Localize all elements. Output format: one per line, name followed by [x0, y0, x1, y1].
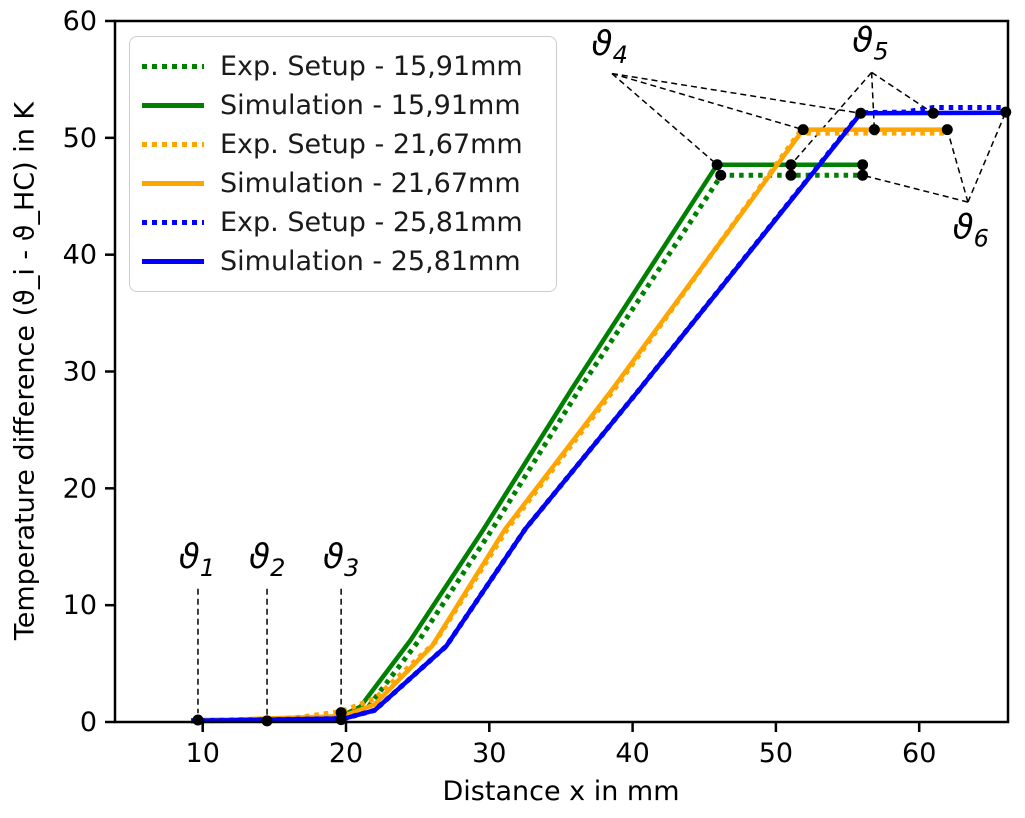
data-point-marker — [857, 159, 869, 171]
x-tick-label: 50 — [759, 738, 793, 769]
legend-item-5: Simulation - 25,81mm — [142, 242, 544, 281]
annotation-connector — [611, 72, 861, 115]
legend: Exp. Setup - 15,91mm Simulation - 15,91mm… — [129, 36, 557, 292]
legend-label: Exp. Setup - 15,91mm — [220, 51, 523, 82]
data-point-marker — [855, 107, 867, 119]
annotation-label: ϑ6 — [953, 207, 989, 252]
x-tick-label: 60 — [902, 738, 936, 769]
data-point-marker — [868, 124, 880, 136]
annotation-connector — [790, 71, 873, 166]
data-point-marker — [711, 159, 723, 171]
data-point-marker — [335, 714, 347, 726]
annotation-label: ϑ4 — [592, 24, 628, 69]
annotation-connector — [946, 129, 969, 203]
legend-item-3: Simulation - 21,67mm — [142, 164, 544, 203]
y-tick-label: 60 — [63, 6, 97, 37]
data-point-marker — [857, 169, 869, 181]
x-tick-label: 20 — [329, 738, 363, 769]
legend-line-sample — [142, 64, 204, 69]
legend-item-0: Exp. Setup - 15,91mm — [142, 47, 544, 86]
legend-line-sample — [142, 103, 204, 108]
series-line-5 — [191, 110, 1006, 724]
annotation-connector — [862, 174, 969, 203]
data-point-marker — [797, 124, 809, 136]
y-tick-label: 0 — [80, 707, 97, 738]
annotation-connector — [967, 111, 1007, 203]
data-point-marker — [192, 714, 204, 726]
annotation-connector — [870, 72, 876, 130]
data-point-marker — [715, 169, 727, 181]
legend-item-4: Exp. Setup - 25,81mm — [142, 203, 544, 242]
y-tick-label: 20 — [63, 473, 97, 504]
legend-line-sample — [142, 259, 204, 264]
annotation-connector — [611, 72, 804, 131]
series-line-3 — [191, 127, 948, 724]
legend-item-2: Exp. Setup - 21,67mm — [142, 125, 544, 164]
legend-line-sample — [142, 142, 204, 147]
data-point-marker — [927, 107, 939, 119]
legend-item-1: Simulation - 15,91mm — [142, 86, 544, 125]
legend-label: Simulation - 25,81mm — [220, 246, 521, 277]
y-axis-label: Temperature difference (ϑ_i - ϑ_HC) in K — [9, 101, 41, 641]
y-tick-label: 30 — [63, 357, 97, 388]
x-axis-label: Distance x in mm — [442, 776, 680, 807]
x-tick-label: 10 — [186, 738, 220, 769]
legend-label: Exp. Setup - 21,67mm — [220, 129, 523, 160]
data-point-marker — [261, 715, 273, 727]
annotation-connector — [871, 71, 934, 114]
legend-label: Simulation - 15,91mm — [220, 90, 521, 121]
y-tick-label: 50 — [63, 123, 97, 154]
data-point-marker — [785, 169, 797, 181]
y-tick-label: 40 — [63, 240, 97, 271]
data-point-marker — [785, 159, 797, 171]
x-tick-label: 40 — [615, 738, 649, 769]
x-tick-label: 30 — [472, 738, 506, 769]
annotation-connector — [611, 73, 718, 166]
annotation-label: ϑ2 — [249, 537, 285, 582]
annotation-label: ϑ1 — [179, 537, 215, 582]
data-point-marker — [1000, 106, 1012, 118]
y-tick-label: 10 — [63, 590, 97, 621]
legend-label: Simulation - 21,67mm — [220, 168, 521, 199]
data-point-marker — [941, 124, 953, 136]
annotation-label: ϑ5 — [852, 20, 888, 65]
annotation-label: ϑ3 — [323, 537, 359, 582]
legend-line-sample — [142, 181, 204, 186]
legend-line-sample — [142, 220, 204, 225]
legend-label: Exp. Setup - 25,81mm — [220, 207, 523, 238]
